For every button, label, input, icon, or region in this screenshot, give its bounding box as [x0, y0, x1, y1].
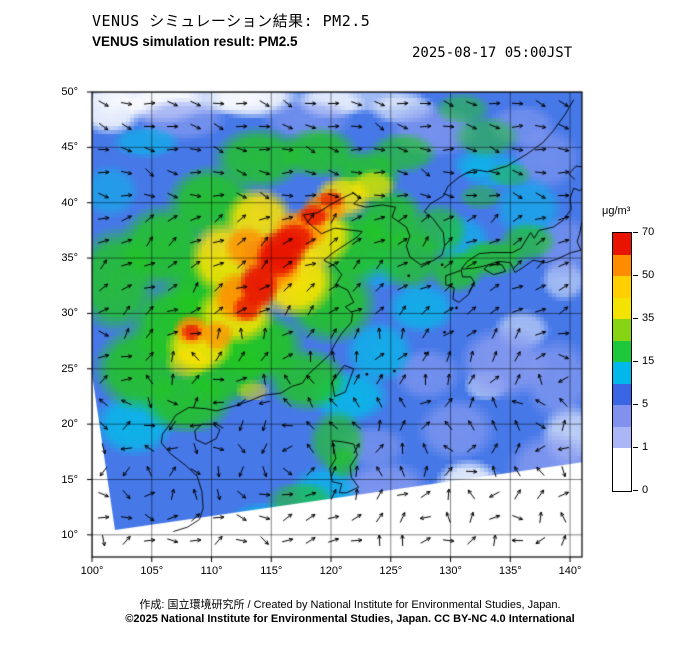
lat-tick-label: 50° [61, 86, 78, 98]
lat-tick-label: 45° [61, 141, 78, 154]
colorbar-tick-label: 15 [642, 355, 655, 367]
lat-tick-label: 15° [61, 473, 78, 486]
lat-tick-label: 35° [61, 252, 78, 265]
lat-tick-label: 20° [61, 418, 78, 431]
lon-tick-label: 140° [558, 565, 582, 577]
colorbar-band [613, 405, 631, 427]
colorbar-tick-label: 5 [642, 398, 649, 410]
colorbar-band [613, 233, 631, 255]
lon-tick-label: 120° [319, 565, 343, 577]
colorbar-band [613, 276, 631, 298]
lon-tick-label: 135° [498, 565, 522, 577]
lat-tick-label: 25° [61, 362, 78, 375]
lon-tick-label: 110° [200, 565, 223, 577]
colorbar-tick-label: 50 [642, 269, 655, 281]
colorbar-band [613, 254, 631, 276]
title-japanese: VENUS シミュレーション結果: PM2.5 [92, 12, 371, 30]
timestamp: 2025-08-17 05:00JST [412, 45, 573, 61]
colorbar-area: 70 50 35 15 5 1 0 [612, 226, 676, 496]
colorbar-tickmark [633, 318, 638, 319]
colorbar [612, 232, 632, 492]
lon-tick-label: 100° [80, 565, 104, 577]
lon-tick-label: 130° [439, 565, 462, 577]
colorbar-tickmark [633, 404, 638, 405]
lat-tick-label: 10° [61, 528, 78, 541]
lat-tick-label: 40° [61, 196, 78, 209]
colorbar-band [613, 469, 631, 491]
colorbar-band [613, 362, 631, 384]
colorbar-band [613, 297, 631, 319]
colorbar-tickmark [633, 232, 638, 233]
colorbar-band [613, 340, 631, 362]
colorbar-tick-label: 0 [642, 484, 649, 496]
colorbar-tick-label: 70 [642, 226, 655, 238]
colorbar-band [613, 426, 631, 448]
lat-tick-label: 30° [61, 307, 78, 320]
colorbar-band [613, 448, 631, 470]
license-text: ©2025 National Institute for Environment… [125, 613, 575, 625]
colorbar-tickmark [633, 361, 638, 362]
map-plot: 50° 45° 40° 35° 30° 25° 20° 15° 10° 100° 105° 110° 1… [61, 82, 592, 577]
colorbar-tickmark [633, 490, 638, 491]
colorbar-tickmark [633, 447, 638, 448]
colorbar-tick-label: 1 [642, 441, 649, 453]
lon-tick-label: 115° [260, 565, 283, 577]
colorbar-unit-label: μg/m³ [602, 205, 631, 217]
colorbar-band [613, 383, 631, 405]
lon-tick-label: 125° [379, 565, 403, 577]
colorbar-tickmark [633, 275, 638, 276]
colorbar-tick-label: 35 [642, 312, 655, 324]
lon-tick-label: 105° [140, 565, 164, 577]
colorbar-band [613, 319, 631, 341]
credit-text: 作成: 国立環境研究所 / Created by National Instit… [139, 599, 561, 611]
pm25-map-canvas [82, 82, 592, 567]
title-english: VENUS simulation result: PM2.5 [92, 34, 298, 49]
